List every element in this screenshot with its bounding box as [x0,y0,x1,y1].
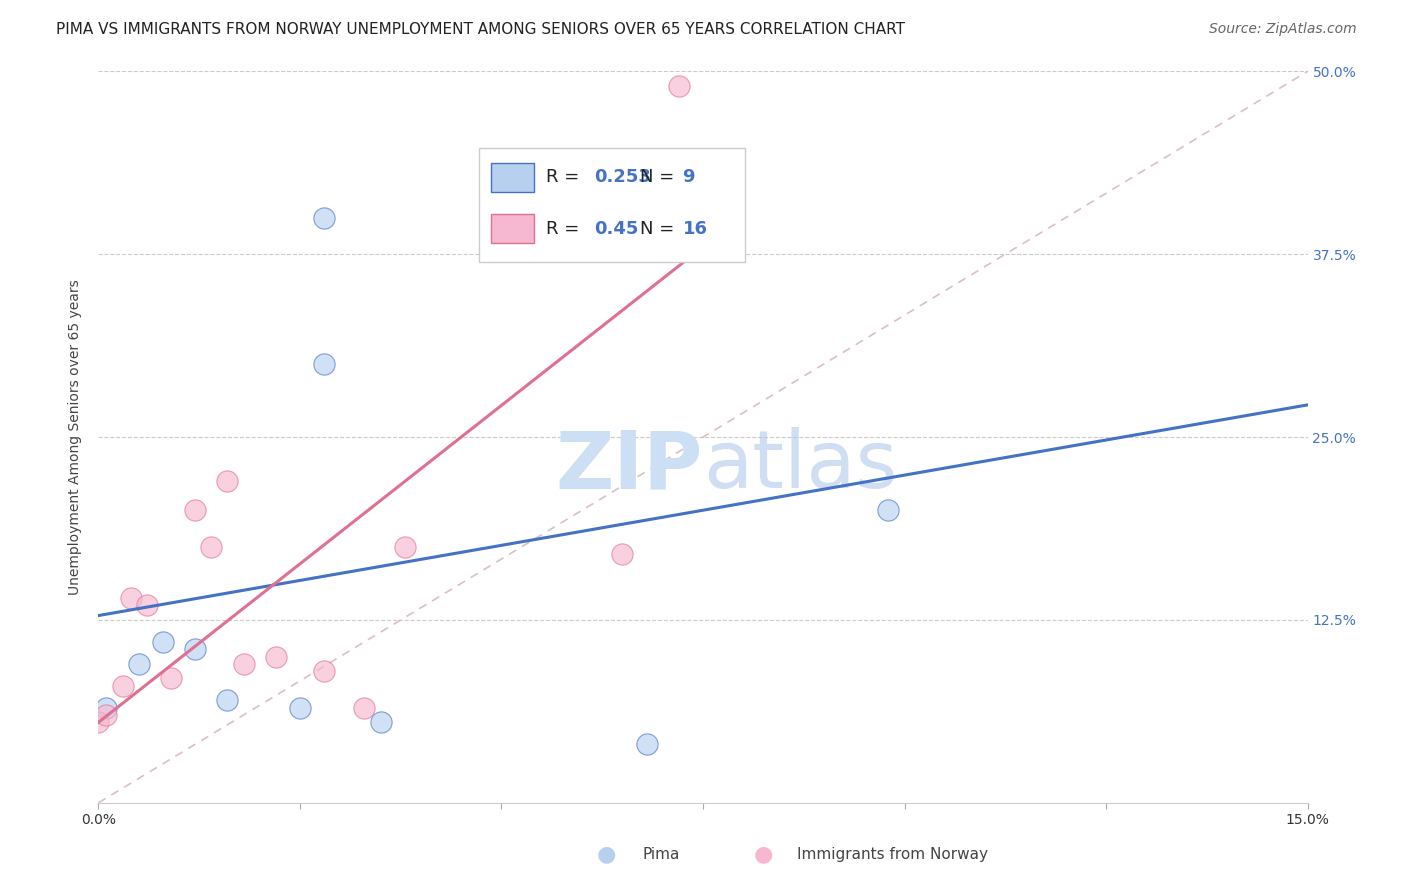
Text: ●: ● [754,844,773,864]
Point [200,540,222,554]
Point [314,211,336,225]
Point [160,672,183,686]
Text: Source: ZipAtlas.com: Source: ZipAtlas.com [1209,22,1357,37]
Text: R =: R = [546,169,585,186]
FancyBboxPatch shape [479,148,745,261]
Point [184,642,207,657]
Point [877,503,900,517]
Point [152,635,174,649]
Point [353,700,375,714]
Text: Pima: Pima [643,847,681,862]
Text: PIMA VS IMMIGRANTS FROM NORWAY UNEMPLOYMENT AMONG SENIORS OVER 65 YEARS CORRELAT: PIMA VS IMMIGRANTS FROM NORWAY UNEMPLOYM… [56,22,905,37]
Text: N =: N = [640,219,681,237]
Y-axis label: Unemployment Among Seniors over 65 years: Unemployment Among Seniors over 65 years [69,279,83,595]
Point [370,715,392,730]
Point [217,693,239,707]
Point [668,78,690,93]
Point [217,474,239,488]
Text: 16: 16 [682,219,707,237]
Point [314,664,336,678]
Point [394,540,416,554]
Text: atlas: atlas [703,427,897,506]
Text: R =: R = [546,219,585,237]
Text: N =: N = [640,169,681,186]
Point [314,357,336,371]
Text: Immigrants from Norway: Immigrants from Norway [797,847,988,862]
FancyBboxPatch shape [492,214,534,244]
Text: 9: 9 [682,169,695,186]
Point [135,599,157,613]
Point [232,657,254,671]
Point [184,503,207,517]
Text: ZIP: ZIP [555,427,703,506]
Point [120,591,142,605]
Point [128,657,150,671]
Point [612,547,634,561]
Point [111,679,134,693]
Text: 0.45: 0.45 [595,219,638,237]
Point [288,700,311,714]
Point [96,700,118,714]
Text: ●: ● [596,844,616,864]
FancyBboxPatch shape [492,163,534,192]
Point [87,715,110,730]
Point [636,737,658,751]
Point [264,649,287,664]
Point [96,708,118,723]
Text: 0.253: 0.253 [595,169,651,186]
